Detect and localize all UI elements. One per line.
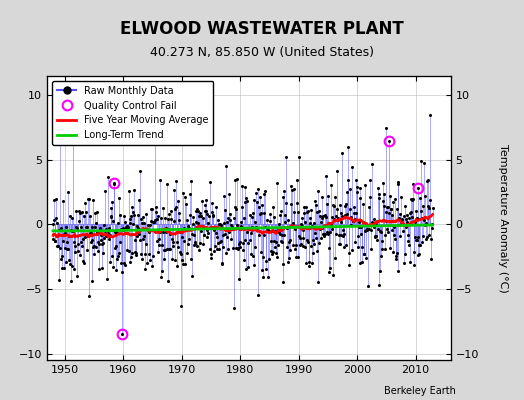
Legend: Raw Monthly Data, Quality Control Fail, Five Year Moving Average, Long-Term Tren: Raw Monthly Data, Quality Control Fail, … [52, 81, 213, 145]
Text: 40.273 N, 85.850 W (United States): 40.273 N, 85.850 W (United States) [150, 46, 374, 59]
Text: Berkeley Earth: Berkeley Earth [384, 386, 456, 396]
Y-axis label: Temperature Anomaly (°C): Temperature Anomaly (°C) [498, 144, 508, 292]
Text: ELWOOD WASTEWATER PLANT: ELWOOD WASTEWATER PLANT [120, 20, 404, 38]
